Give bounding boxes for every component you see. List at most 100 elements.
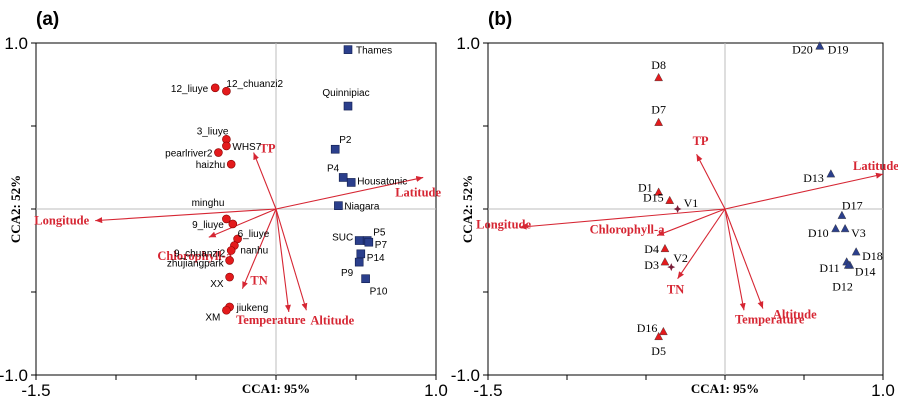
x-tick-label: -1.5	[21, 381, 50, 400]
point-marker	[334, 201, 343, 210]
point-marker	[654, 72, 663, 82]
vector-label: TN	[667, 283, 684, 297]
vector-label: Altitude	[310, 313, 354, 327]
vector-label: Chlorophyll-a	[590, 223, 666, 237]
point-label: D8	[651, 58, 666, 72]
point-label: 3_liuye	[197, 126, 229, 137]
point-marker	[210, 83, 220, 93]
panel-label: (a)	[36, 9, 59, 30]
point-marker	[222, 86, 231, 96]
point-label: 12_chuanzi2	[226, 79, 283, 90]
point-label: D14	[855, 264, 876, 278]
point-marker	[346, 178, 356, 187]
point-marker	[665, 195, 675, 204]
y-axis-label: CCA2: 52%	[8, 175, 23, 243]
vector-label: TP	[693, 134, 709, 148]
point-marker	[354, 257, 364, 267]
vector-label: Altitude	[773, 308, 817, 322]
point-label: Thames	[356, 46, 392, 57]
vector-label: Latitude	[395, 185, 441, 199]
point-label: D7	[651, 103, 666, 117]
point-label: zhujiangpark	[167, 258, 225, 269]
point-label: P7	[375, 240, 388, 251]
point-label: D10	[808, 226, 829, 240]
point-label: D17	[842, 199, 863, 213]
point-label: V3	[851, 226, 866, 240]
point-label: haizhu	[196, 160, 225, 171]
point-label: 6_liuye	[238, 229, 270, 240]
point-label: D18	[862, 249, 883, 263]
point-marker	[851, 247, 861, 256]
point-label: D15	[643, 191, 664, 205]
point-marker	[660, 243, 670, 253]
point-marker	[667, 263, 676, 272]
point-label: D5	[651, 344, 666, 358]
vector-label: Longitude	[34, 214, 89, 228]
point-label: V2	[673, 251, 688, 265]
point-marker	[214, 148, 223, 157]
point-label: P10	[370, 287, 388, 298]
point-marker	[343, 45, 353, 54]
point-marker	[222, 141, 231, 151]
point-marker	[831, 223, 840, 233]
vector-label: Chlorophyll-a	[157, 249, 233, 263]
y-tick-label: 1.0	[456, 34, 480, 53]
point-label: D19	[828, 42, 849, 56]
point-marker	[815, 41, 825, 50]
point-marker	[654, 187, 663, 196]
point-label: 9_liuye	[192, 220, 224, 231]
point-label: P5	[373, 228, 386, 239]
point-label: P2	[339, 135, 352, 146]
point-label: SUC	[332, 233, 353, 244]
x-axis-label: CCA1: 95%	[242, 381, 310, 396]
point-marker	[356, 249, 366, 259]
panel-label: (b)	[488, 9, 512, 30]
point-marker	[654, 331, 663, 341]
point-label: D3	[644, 258, 659, 272]
point-marker	[364, 237, 374, 247]
point-label: P14	[367, 253, 385, 264]
y-tick-label: 1.0	[4, 34, 28, 53]
point-marker	[226, 246, 236, 255]
point-marker	[330, 144, 340, 154]
point-label: P4	[327, 163, 340, 174]
point-label: nanhu	[240, 246, 268, 257]
vector-latitude	[724, 172, 884, 210]
vector-tn	[241, 208, 277, 289]
point-marker	[837, 210, 847, 219]
vector-tn	[677, 208, 726, 280]
y-axis-label: CCA2: 52%	[460, 175, 475, 243]
panel-b: -1.5 1.0 1.0 -1.0 (b) CCA1: 95% CCA2: 52% Longi…	[451, 9, 898, 400]
point-marker	[338, 173, 348, 182]
point-label: Niagara	[344, 202, 379, 213]
vector-altitude	[724, 208, 764, 309]
panel-a: -1.5 1.0 1.0 -1.0 (a) CCA1: 95% CCA2: 52% Longi…	[0, 9, 448, 400]
point-marker	[343, 101, 353, 111]
point-label: WHS7	[232, 142, 261, 153]
point-label: Quinnipiac	[322, 88, 369, 99]
point-label: minghu	[192, 198, 225, 209]
y-tick-label: -1.0	[451, 366, 480, 385]
vector-longitude	[95, 208, 277, 224]
point-label: D16	[637, 321, 658, 335]
vector-label: Temperature	[735, 312, 805, 326]
y-tick-label: -1.0	[0, 366, 28, 385]
point-marker	[225, 272, 234, 282]
point-label: 9_chuanzi2	[174, 249, 226, 260]
point-label: XX	[210, 279, 224, 290]
x-tick-label: -1.5	[473, 381, 502, 400]
vector-chlorophyll-a	[208, 208, 277, 238]
point-marker	[826, 169, 836, 178]
point-marker	[659, 326, 668, 336]
point-marker	[673, 205, 682, 213]
vector-altitude	[275, 208, 308, 311]
point-marker	[840, 223, 850, 233]
x-tick-label: 1.0	[871, 381, 895, 400]
point-marker	[228, 219, 238, 229]
vector-label: Temperature	[236, 313, 306, 327]
vector-temperature	[724, 208, 746, 311]
point-label: pearlriver2	[165, 149, 213, 160]
vector-chlorophyll-a	[656, 208, 726, 237]
point-marker	[654, 117, 663, 126]
